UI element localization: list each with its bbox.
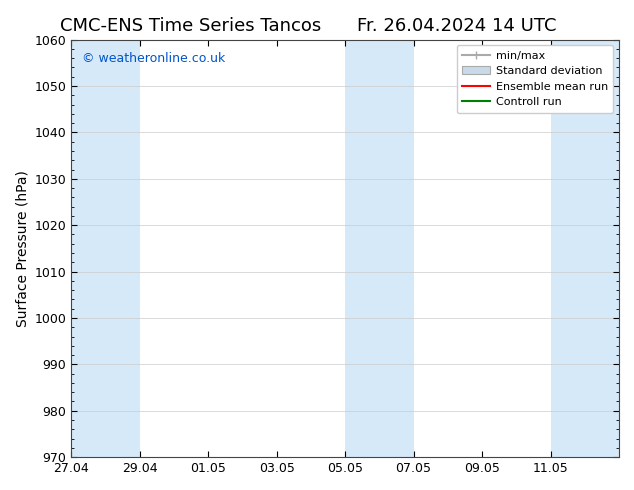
- Legend: min/max, Standard deviation, Ensemble mean run, Controll run: min/max, Standard deviation, Ensemble me…: [456, 45, 614, 113]
- Bar: [345, 40, 413, 457]
- Bar: [71, 40, 139, 457]
- Text: © weatheronline.co.uk: © weatheronline.co.uk: [82, 52, 226, 65]
- Text: Fr. 26.04.2024 14 UTC: Fr. 26.04.2024 14 UTC: [357, 17, 556, 35]
- Text: CMC-ENS Time Series Tancos: CMC-ENS Time Series Tancos: [60, 17, 321, 35]
- Y-axis label: Surface Pressure (hPa): Surface Pressure (hPa): [15, 170, 29, 327]
- Bar: [550, 40, 619, 457]
